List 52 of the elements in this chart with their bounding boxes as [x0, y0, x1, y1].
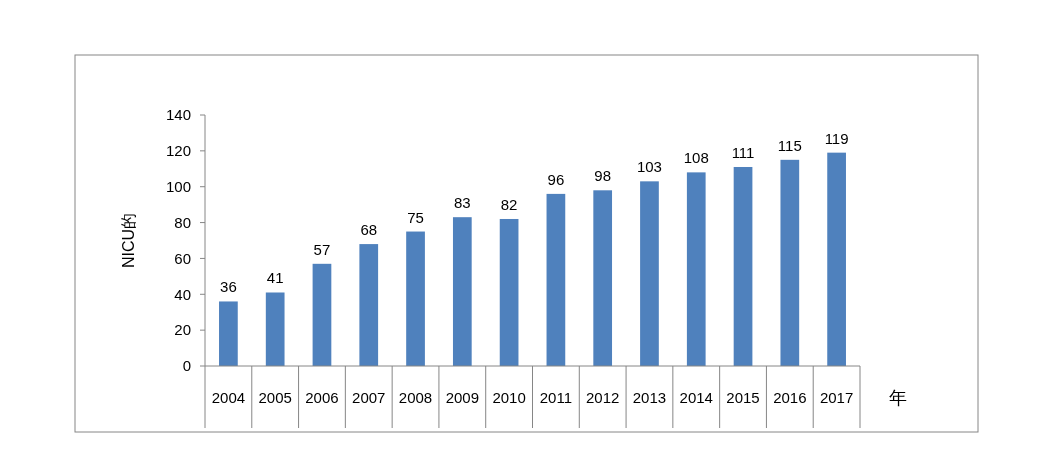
- y-tick-label: 0: [182, 357, 191, 375]
- x-tick-label: 2015: [726, 389, 760, 407]
- data-label: 36: [220, 278, 237, 296]
- bar: [265, 292, 285, 366]
- data-label: 82: [500, 195, 518, 213]
- data-label: 103: [636, 158, 662, 176]
- x-tick-label: 2007: [352, 389, 386, 407]
- data-label: 96: [547, 170, 565, 188]
- x-tick-label: 2016: [773, 389, 807, 407]
- x-tick-label: 2010: [492, 389, 526, 407]
- x-tick-label: 2006: [305, 389, 339, 407]
- y-tick-label: 120: [165, 142, 191, 160]
- x-axis-title: 年: [889, 388, 907, 409]
- x-tick-label: 2009: [445, 389, 480, 407]
- x-tick-label: 2017: [819, 389, 854, 407]
- bar: [780, 159, 800, 366]
- data-label: 98: [594, 167, 612, 185]
- bar: [406, 231, 425, 366]
- x-tick-label: 2011: [539, 389, 573, 407]
- y-tick-label: 20: [174, 321, 191, 339]
- data-label: 115: [777, 136, 802, 154]
- data-label: 41: [266, 269, 284, 287]
- data-label: 57: [313, 240, 331, 258]
- bar: [359, 244, 379, 366]
- x-tick-label: 2008: [398, 389, 433, 407]
- data-label: 68: [360, 221, 378, 239]
- bar: [452, 217, 472, 366]
- y-tick-label: 100: [165, 177, 191, 195]
- data-label: 108: [683, 149, 709, 167]
- bar: [312, 263, 332, 366]
- y-tick-label: 40: [174, 285, 191, 303]
- data-label: 111: [731, 143, 755, 161]
- x-tick-label: 2004: [211, 389, 246, 407]
- y-axis-title: NICU的: [120, 212, 137, 269]
- data-label: 83: [453, 194, 471, 212]
- bar: [733, 166, 753, 366]
- bar: [640, 181, 659, 366]
- bar: [499, 218, 519, 366]
- y-tick-label: 140: [165, 106, 191, 124]
- data-label: 75: [407, 208, 424, 226]
- y-tick-label: 80: [174, 213, 191, 231]
- data-label: 119: [824, 129, 849, 147]
- bar: [827, 152, 846, 366]
- x-tick-label: 2013: [632, 389, 667, 407]
- bar: [686, 172, 706, 366]
- x-tick-label: 2014: [679, 389, 713, 407]
- y-tick-label: 60: [174, 249, 191, 267]
- x-tick-label: 2012: [585, 389, 620, 407]
- bar: [219, 301, 238, 366]
- bar: [546, 193, 566, 366]
- x-tick-label: 2005: [258, 389, 292, 407]
- bar: [593, 190, 613, 366]
